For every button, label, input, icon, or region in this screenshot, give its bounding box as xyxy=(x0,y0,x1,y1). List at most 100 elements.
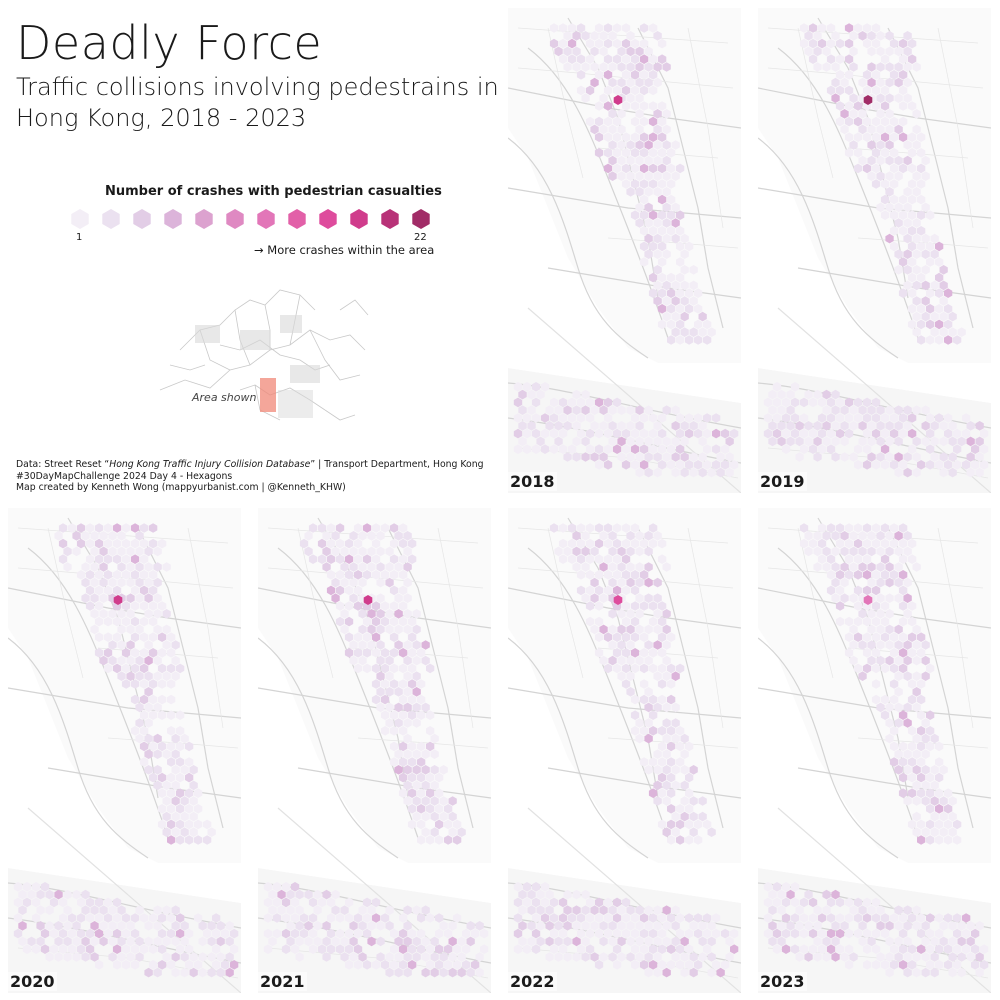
hex-cell xyxy=(130,694,140,705)
hex-cell xyxy=(844,648,854,658)
hex-cell xyxy=(840,421,849,431)
hex-cell xyxy=(880,85,890,96)
locator-highlight xyxy=(260,378,276,412)
hex-cell xyxy=(671,296,680,306)
hex-cell xyxy=(912,952,921,962)
hex-cell xyxy=(567,444,577,454)
hex-cell xyxy=(763,913,773,923)
hex-cell xyxy=(103,632,113,642)
hex-cell xyxy=(212,913,221,923)
hex-cell xyxy=(85,538,95,549)
hex-cell xyxy=(849,905,858,915)
hex-cell xyxy=(417,819,426,830)
hex-cell xyxy=(518,436,527,447)
hex-cell xyxy=(853,23,863,33)
hex-cell xyxy=(867,124,876,135)
hex-cell xyxy=(876,655,885,666)
hex-cell xyxy=(617,577,626,588)
hex-cell xyxy=(889,694,899,705)
hex-cell xyxy=(176,663,185,674)
hex-cell xyxy=(439,811,448,822)
hex-cell xyxy=(657,460,667,470)
hex-cell xyxy=(948,967,957,978)
hex-cell xyxy=(531,913,541,923)
hex-cell xyxy=(394,952,403,962)
hex-cell xyxy=(849,62,858,72)
hex-cell xyxy=(680,436,689,447)
hex-cell xyxy=(644,733,653,744)
hex-cell xyxy=(944,788,953,798)
hex-cell xyxy=(126,546,135,557)
hex-cell xyxy=(657,319,667,330)
hex-cell xyxy=(353,928,363,939)
hex-cell xyxy=(362,913,372,923)
hex-cell xyxy=(826,585,836,596)
hex-cell xyxy=(389,538,399,549)
hex-cell xyxy=(939,280,948,291)
hex-cell xyxy=(426,913,435,923)
hex-cell xyxy=(795,421,804,431)
hex-cell xyxy=(653,296,662,306)
hex-cell xyxy=(630,428,640,439)
hex-cell xyxy=(871,38,881,49)
hex-cell xyxy=(926,944,935,954)
hex-cell xyxy=(518,389,527,400)
hex-cell xyxy=(667,819,676,830)
hex-cell xyxy=(67,944,77,954)
hex-cell xyxy=(121,913,131,923)
hex-cell xyxy=(907,694,917,705)
hex-cell xyxy=(426,772,435,783)
hex-cell xyxy=(826,85,836,96)
hex-cell xyxy=(176,757,185,767)
hex-cell xyxy=(608,436,617,447)
hex-cell xyxy=(394,609,403,619)
hex-cell xyxy=(585,38,595,49)
hex-cell xyxy=(808,397,818,408)
hex-cell xyxy=(808,38,818,49)
hex-cell xyxy=(585,913,595,923)
hex-cell xyxy=(439,967,448,978)
hex-cell xyxy=(90,905,99,915)
hex-cell xyxy=(340,905,349,915)
hex-cell xyxy=(894,46,903,57)
hex-cell xyxy=(648,428,658,439)
hex-cell xyxy=(685,819,694,830)
hex-cell xyxy=(781,397,791,408)
hex-cell xyxy=(635,109,644,119)
hex-cell xyxy=(590,452,599,462)
hex-cell xyxy=(680,280,689,291)
hex-cell xyxy=(594,601,604,611)
hex-cell xyxy=(585,116,595,127)
hex-cell xyxy=(966,467,975,478)
hex-cell xyxy=(880,523,890,533)
hex-cell xyxy=(876,640,885,650)
hex-cell xyxy=(662,436,671,447)
hex-cell xyxy=(194,960,203,970)
hex-cell xyxy=(667,726,676,736)
hex-cell xyxy=(795,952,804,962)
hex-cell xyxy=(889,648,899,658)
hex-cell xyxy=(831,889,840,900)
hex-cell xyxy=(417,835,426,845)
hex-cell xyxy=(667,835,676,845)
hex-cell xyxy=(626,921,635,931)
hex-cell xyxy=(880,132,890,142)
hex-cell xyxy=(635,655,644,666)
hex-cell xyxy=(317,523,327,533)
hex-cell xyxy=(599,452,608,462)
hex-cell xyxy=(581,905,590,915)
hex-cell xyxy=(72,936,81,947)
hex-cell xyxy=(567,54,577,64)
hex-cell xyxy=(581,936,590,947)
hex-cell xyxy=(667,913,676,923)
hex-cell xyxy=(362,960,372,970)
hex-cell xyxy=(371,570,381,580)
hex-cell xyxy=(549,944,559,954)
hex-cell xyxy=(99,577,108,588)
hex-cell xyxy=(630,694,640,705)
hex-cell xyxy=(644,640,653,650)
hex-cell xyxy=(435,913,444,923)
hex-cell xyxy=(421,905,430,915)
hex-cell xyxy=(389,663,399,674)
hex-cell xyxy=(867,546,876,557)
